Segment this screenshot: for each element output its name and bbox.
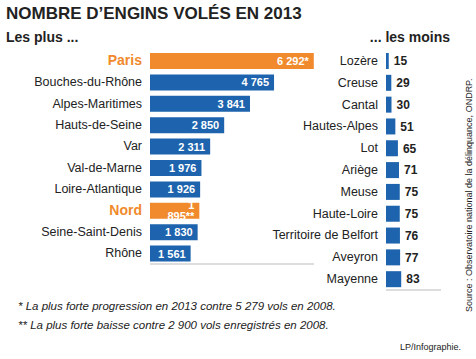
svg-text:Cantal: Cantal [342, 98, 378, 112]
html-text:Source : Observatoire national: Source : Observatoire national de la dél… [464, 78, 474, 312]
svg-text:30: 30 [397, 98, 411, 112]
svg-text:Nord: Nord [109, 202, 142, 218]
svg-text:1895**: 1895** [167, 199, 195, 222]
svg-text:2 311: 2 311 [178, 141, 205, 153]
svg-text:Var: Var [123, 139, 142, 153]
svg-text:Seine-Saint-Denis: Seine-Saint-Denis [41, 225, 142, 239]
svg-text:Val-de-Marne: Val-de-Marne [67, 161, 142, 175]
html-text:LP/Infographie.: LP/Infographie. [400, 342, 461, 352]
svg-text:Haute-Loire: Haute-Loire [313, 207, 378, 221]
svg-text:Loire-Atlantique: Loire-Atlantique [54, 182, 142, 196]
svg-text:75: 75 [405, 185, 419, 199]
svg-text:Hautes-Alpes: Hautes-Alpes [303, 119, 378, 133]
svg-text:Bouches-du-Rhône: Bouches-du-Rhône [34, 75, 142, 89]
svg-text:6 292*: 6 292* [277, 55, 310, 67]
html-text:... les moins: ... les moins [369, 29, 450, 45]
svg-text:Creuse: Creuse [338, 76, 378, 90]
svg-text:77: 77 [405, 251, 419, 265]
svg-text:Ariège: Ariège [342, 163, 378, 177]
svg-text:Aveyron: Aveyron [332, 250, 378, 264]
svg-text:75: 75 [405, 207, 419, 221]
svg-text:71: 71 [404, 163, 418, 177]
svg-text:Paris: Paris [108, 52, 142, 68]
svg-text:3 841: 3 841 [217, 98, 245, 110]
svg-text:1 830: 1 830 [165, 226, 193, 238]
html-text:** La plus forte baisse contre: ** La plus forte baisse contre 2 900 vol… [18, 319, 329, 331]
svg-text:1 976: 1 976 [169, 162, 197, 174]
svg-text:1 561: 1 561 [158, 248, 186, 260]
svg-text:Territoire de Belfort: Territoire de Belfort [272, 228, 378, 242]
svg-text:Lozère: Lozère [340, 54, 378, 68]
html-text:NOMBRE D’ENGINS VOLÉS EN 2013: NOMBRE D’ENGINS VOLÉS EN 2013 [6, 4, 302, 23]
svg-text:Mayenne: Mayenne [327, 272, 378, 286]
svg-text:76: 76 [405, 229, 419, 243]
svg-text:Lot: Lot [361, 141, 379, 155]
svg-text:Meuse: Meuse [340, 185, 378, 199]
svg-text:29: 29 [396, 76, 410, 90]
svg-text:1 926: 1 926 [168, 183, 196, 195]
svg-text:65: 65 [403, 142, 417, 156]
svg-text:Alpes-Maritimes: Alpes-Maritimes [52, 97, 142, 111]
svg-text:Hauts-de-Seine: Hauts-de-Seine [55, 118, 142, 132]
svg-text:51: 51 [400, 120, 414, 134]
html-text:* La plus forte progression en: * La plus forte progression en 2013 cont… [18, 300, 336, 312]
svg-text:15: 15 [394, 54, 408, 68]
svg-text:Rhône: Rhône [105, 246, 142, 260]
svg-text:4 765: 4 765 [242, 76, 270, 88]
html-text:Les plus ...: Les plus ... [6, 29, 79, 45]
svg-text:83: 83 [406, 272, 420, 286]
svg-text:2 850: 2 850 [192, 119, 220, 131]
